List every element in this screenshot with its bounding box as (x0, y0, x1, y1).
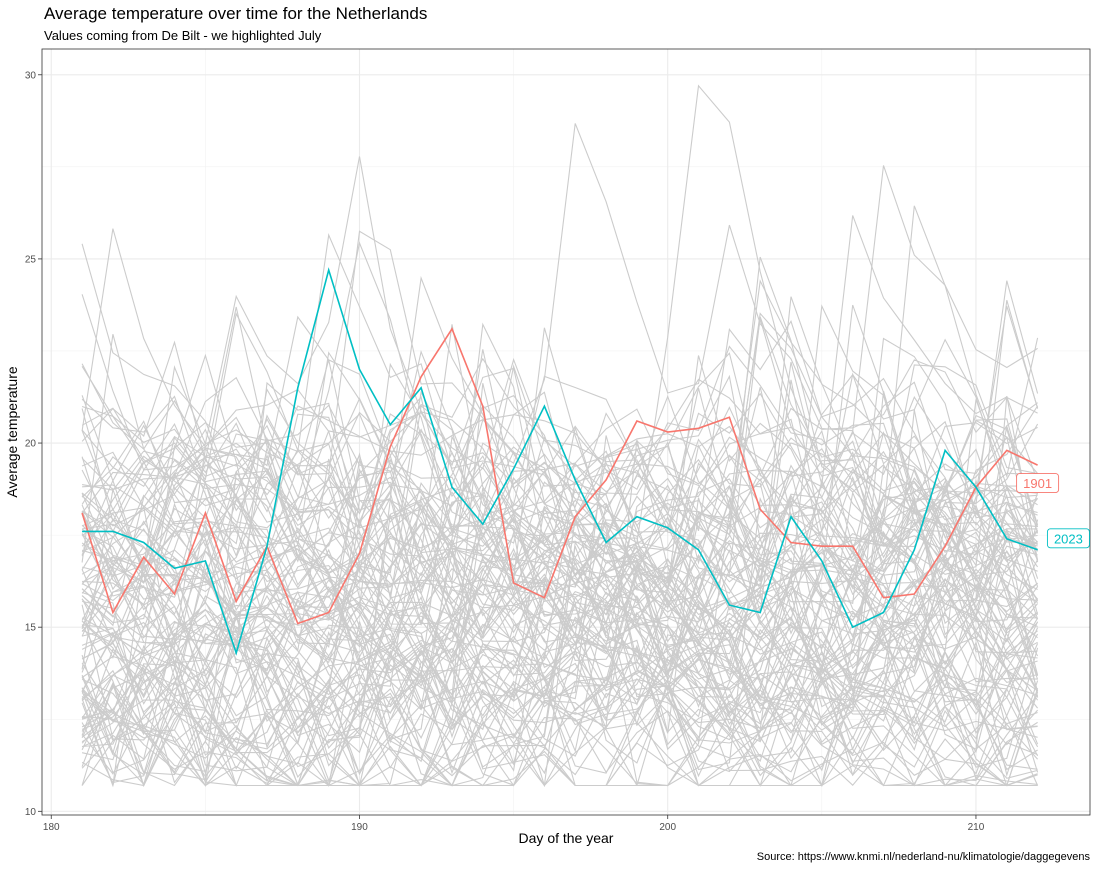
background-year-line (81, 355, 1038, 675)
background-year-line (81, 439, 1038, 776)
background-year-line (81, 456, 1038, 708)
background-year-line (81, 338, 1038, 522)
y-axis-title: Average temperature (4, 366, 20, 497)
background-year-line (81, 387, 1038, 635)
series-line-2023 (82, 267, 1038, 656)
background-year-line (81, 498, 1039, 779)
x-tick-label: 200 (659, 822, 676, 833)
background-year-line (81, 487, 1039, 787)
background-year-line (81, 497, 1038, 775)
y-tick-label: 20 (25, 439, 37, 450)
background-year-line (81, 165, 1038, 537)
plot-panel-border (41, 48, 1091, 816)
y-tick-label: 10 (25, 807, 37, 818)
highlighted-year-lines (81, 267, 1038, 656)
y-axis: 10 15 20 25 30 (25, 70, 42, 818)
background-year-line (81, 483, 1039, 787)
background-year-line (81, 493, 1039, 696)
major-grid (42, 49, 1090, 815)
background-year-line (81, 601, 1039, 787)
background-year-line (81, 462, 1038, 660)
background-year-line (81, 412, 1038, 577)
background-year-line (81, 519, 1038, 787)
background-year-line (81, 275, 1039, 598)
background-year-line (81, 583, 1038, 788)
background-year-line (81, 466, 1039, 739)
background-year-line (81, 619, 1038, 787)
background-year-line (81, 205, 1039, 688)
background-year-line (81, 435, 1039, 787)
background-year-line (81, 559, 1039, 787)
background-year-line (81, 619, 1038, 787)
series-label-1901: 1901 (1016, 473, 1060, 494)
series-line-1901 (81, 327, 1038, 625)
background-year-line (81, 543, 1039, 787)
y-tick-label: 15 (25, 623, 37, 634)
background-year-line (81, 215, 1039, 593)
background-year-line (81, 318, 1038, 645)
background-year-line (81, 84, 1038, 572)
background-year-line (81, 427, 1038, 787)
background-year-line (82, 405, 1039, 647)
x-tick-label: 180 (43, 822, 60, 833)
background-year-line (81, 409, 1038, 772)
background-year-line (81, 312, 1038, 549)
series-end-labels: 1901 2023 (1016, 473, 1090, 549)
background-year-line (82, 256, 1039, 604)
x-tick-label: 190 (351, 822, 368, 833)
svg-text:2023: 2023 (1054, 531, 1083, 546)
x-axis-title: Day of the year (519, 830, 614, 846)
y-tick-label: 25 (25, 254, 37, 265)
background-year-line (81, 612, 1039, 772)
background-year-line (81, 304, 1039, 759)
background-year-line (81, 659, 1038, 788)
background-year-line (81, 446, 1039, 787)
background-year-line (81, 334, 1039, 691)
chart-title: Average temperature over time for the Ne… (44, 4, 428, 23)
series-label-2023: 2023 (1046, 528, 1090, 549)
background-year-line (81, 243, 1039, 582)
background-year-line (81, 569, 1038, 745)
background-year-line (81, 337, 1038, 680)
x-tick-label: 210 (968, 822, 985, 833)
background-year-line (81, 294, 1039, 587)
svg-text:1901: 1901 (1023, 476, 1052, 491)
background-year-line (81, 546, 1038, 787)
background-year-line (81, 312, 1039, 574)
background-year-line (82, 591, 1039, 787)
y-tick-label: 30 (25, 70, 37, 81)
x-axis: 180 190 200 210 (43, 815, 985, 833)
background-year-lines (81, 84, 1039, 788)
background-year-line (81, 279, 1038, 593)
source-caption: Source: https://www.knmi.nl/nederland-nu… (756, 851, 1090, 863)
background-year-line (81, 537, 1038, 787)
chart-subtitle: Values coming from De Bilt - we highligh… (44, 28, 322, 43)
background-year-line (81, 478, 1039, 788)
background-year-line (81, 404, 1039, 702)
